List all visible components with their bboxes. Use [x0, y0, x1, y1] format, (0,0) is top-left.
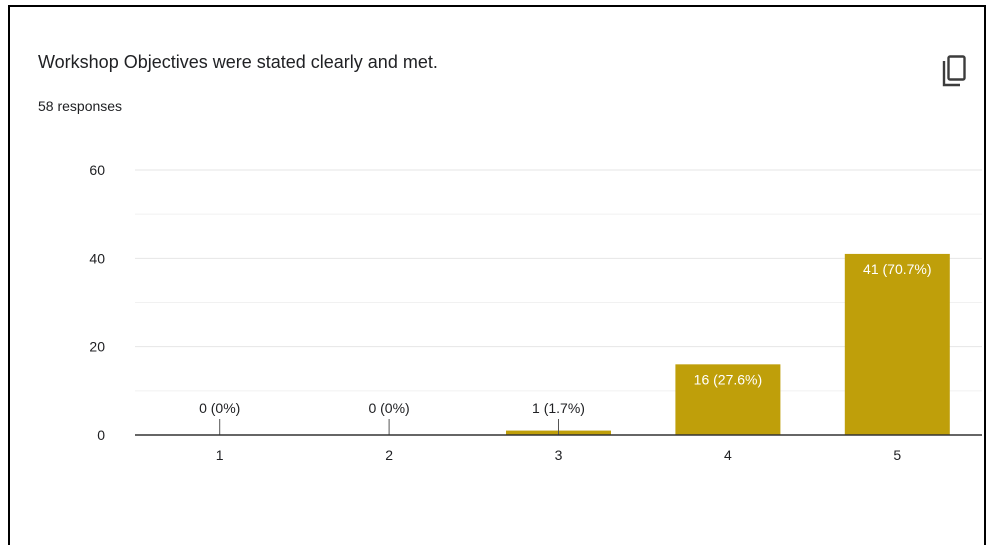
x-axis-ticks: 1 2 3 4 5	[216, 447, 902, 463]
x-tick-label: 1	[216, 447, 224, 463]
x-tick-label: 3	[555, 447, 563, 463]
zero-bar-leaders	[219, 419, 559, 435]
chart-gridlines	[135, 169, 982, 392]
copy-chart-button[interactable]	[940, 53, 970, 89]
copy-icon	[942, 55, 966, 87]
y-tick-label: 60	[89, 162, 105, 178]
question-title: Workshop Objectives were stated clearly …	[38, 52, 438, 72]
y-axis-ticks: 0 20 40 60	[89, 162, 105, 443]
y-tick-label: 40	[89, 250, 105, 266]
data-label: 0 (0%)	[368, 400, 409, 416]
x-tick-label: 2	[385, 447, 393, 463]
data-label: 0 (0%)	[199, 400, 240, 416]
data-label: 16 (27.6%)	[694, 371, 762, 387]
bar	[675, 364, 781, 435]
data-label: 1 (1.7%)	[532, 400, 585, 416]
x-tick-label: 5	[893, 447, 901, 463]
response-count: 58 responses	[38, 98, 123, 114]
chart-card: Workshop Objectives were stated clearly …	[8, 5, 986, 545]
x-tick-label: 4	[724, 447, 732, 463]
y-tick-label: 20	[89, 339, 105, 355]
data-label: 41 (70.7%)	[863, 261, 931, 277]
y-tick-label: 0	[97, 427, 105, 443]
bar	[844, 253, 950, 435]
chart-bars	[506, 253, 950, 435]
chart-data-labels: 0 (0%) 0 (0%) 1 (1.7%) 16 (27.6%) 41 (70.7%)	[199, 261, 931, 416]
